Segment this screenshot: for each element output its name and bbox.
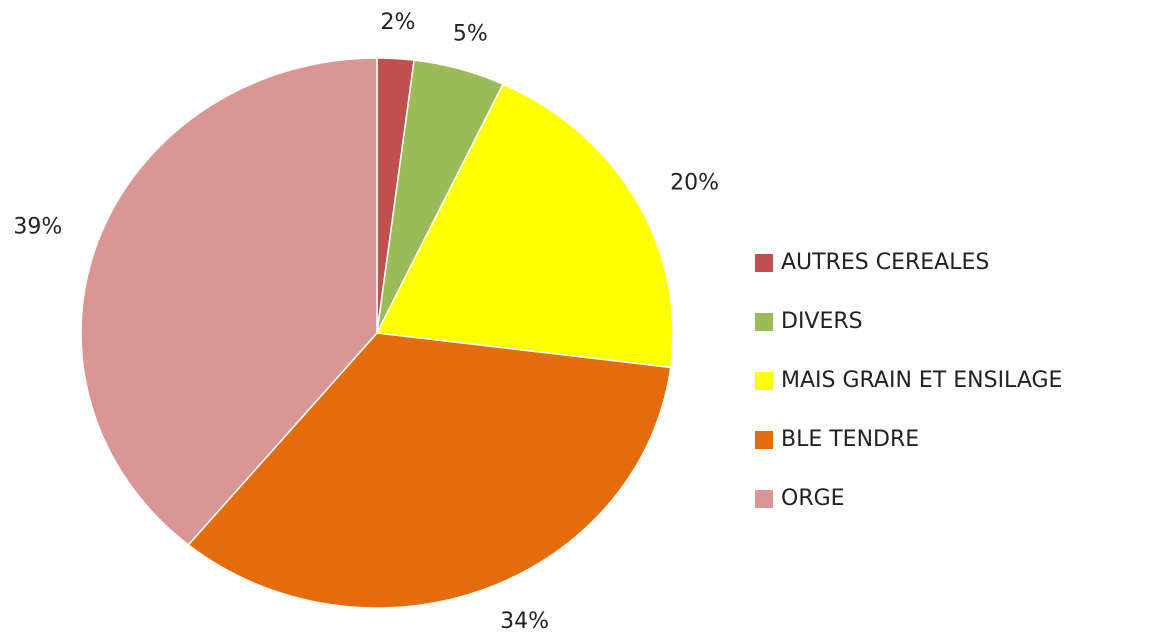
legend-swatch <box>755 431 773 449</box>
legend-swatch <box>755 372 773 390</box>
pie-slice <box>375 83 674 369</box>
data-label: 20% <box>670 170 719 195</box>
data-label: 2% <box>381 10 416 35</box>
data-label: 34% <box>500 609 549 634</box>
legend-swatch <box>755 490 773 508</box>
legend-swatch <box>755 254 773 272</box>
legend-label: AUTRES CEREALES <box>781 250 989 275</box>
legend-swatch <box>755 313 773 331</box>
data-label: 39% <box>13 215 62 240</box>
legend-label: MAIS GRAIN ET ENSILAGE <box>781 368 1062 393</box>
pie-slice <box>80 57 378 546</box>
pie-slice <box>187 332 672 609</box>
legend-label: DIVERS <box>781 309 863 334</box>
legend-label: ORGE <box>781 486 845 511</box>
data-label: 5% <box>453 22 488 47</box>
legend-label: BLE TENDRE <box>781 427 919 452</box>
